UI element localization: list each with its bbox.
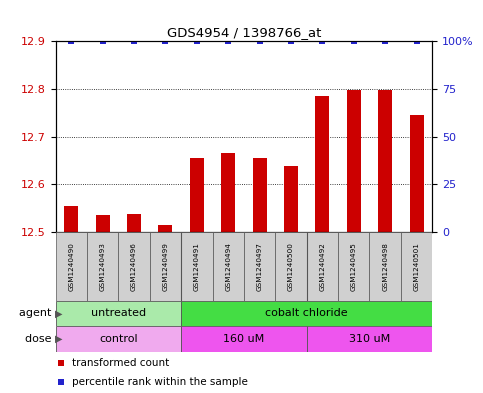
- Text: GSM1240500: GSM1240500: [288, 242, 294, 291]
- Bar: [244, 232, 275, 301]
- Bar: [275, 232, 307, 301]
- Bar: [56, 326, 181, 352]
- Text: agent: agent: [19, 309, 55, 318]
- Bar: [338, 232, 369, 301]
- Point: [287, 38, 295, 44]
- Text: GDS4954 / 1398766_at: GDS4954 / 1398766_at: [167, 26, 321, 39]
- Point: [350, 38, 357, 44]
- Text: GSM1240497: GSM1240497: [256, 242, 263, 291]
- Text: GSM1240490: GSM1240490: [68, 242, 74, 291]
- Text: GSM1240495: GSM1240495: [351, 242, 357, 291]
- Bar: [410, 115, 424, 232]
- Point: [99, 38, 107, 44]
- Text: 310 uM: 310 uM: [349, 334, 390, 344]
- Point: [161, 38, 170, 44]
- Bar: [253, 158, 267, 232]
- Point: [130, 38, 138, 44]
- Text: untreated: untreated: [91, 309, 146, 318]
- Bar: [307, 232, 338, 301]
- Bar: [190, 158, 204, 232]
- Bar: [56, 301, 181, 326]
- Point: [193, 38, 201, 44]
- Bar: [369, 232, 401, 301]
- Point: [224, 38, 232, 44]
- Text: 160 uM: 160 uM: [223, 334, 265, 344]
- Bar: [378, 90, 392, 232]
- Bar: [284, 166, 298, 232]
- Text: GSM1240494: GSM1240494: [225, 242, 231, 291]
- Text: GSM1240498: GSM1240498: [382, 242, 388, 291]
- Text: GSM1240496: GSM1240496: [131, 242, 137, 291]
- Bar: [118, 232, 150, 301]
- Bar: [221, 153, 235, 232]
- Text: ▶: ▶: [55, 334, 62, 344]
- Text: GSM1240501: GSM1240501: [413, 242, 420, 291]
- Point: [68, 38, 75, 44]
- Text: ▶: ▶: [55, 309, 62, 318]
- Bar: [213, 232, 244, 301]
- Bar: [307, 326, 432, 352]
- Point: [57, 379, 65, 386]
- Point: [319, 38, 327, 44]
- Text: GSM1240499: GSM1240499: [162, 242, 169, 291]
- Bar: [315, 96, 329, 232]
- Point: [57, 360, 65, 366]
- Text: GSM1240491: GSM1240491: [194, 242, 200, 291]
- Text: dose: dose: [25, 334, 55, 344]
- Text: GSM1240493: GSM1240493: [99, 242, 106, 291]
- Bar: [150, 232, 181, 301]
- Bar: [56, 232, 87, 301]
- Bar: [96, 215, 110, 232]
- Bar: [87, 232, 118, 301]
- Text: transformed count: transformed count: [72, 358, 170, 368]
- Text: cobalt chloride: cobalt chloride: [265, 309, 348, 318]
- Text: percentile rank within the sample: percentile rank within the sample: [72, 377, 248, 387]
- Bar: [181, 232, 213, 301]
- Point: [256, 38, 264, 44]
- Point: [382, 38, 389, 44]
- Bar: [127, 214, 141, 232]
- Point: [412, 38, 420, 44]
- Bar: [64, 206, 78, 232]
- Text: control: control: [99, 334, 138, 344]
- Bar: [181, 301, 432, 326]
- Bar: [181, 326, 307, 352]
- Bar: [347, 90, 361, 232]
- Bar: [158, 225, 172, 232]
- Bar: [401, 232, 432, 301]
- Text: GSM1240492: GSM1240492: [319, 242, 326, 291]
